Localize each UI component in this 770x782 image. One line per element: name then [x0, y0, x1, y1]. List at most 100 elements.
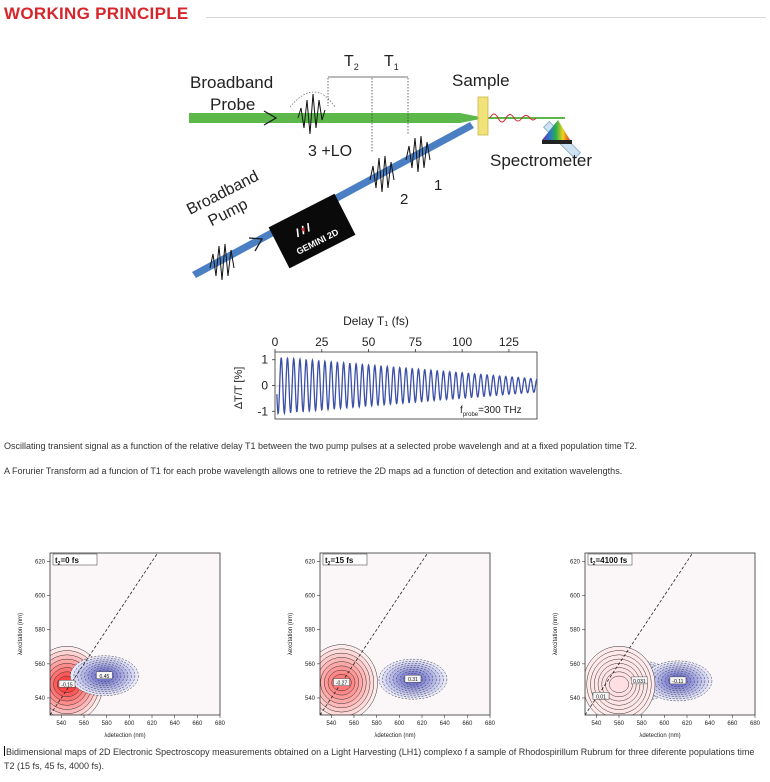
maps-caption: Bidimensional maps of 2D Electronic Spec…	[4, 745, 764, 773]
signal-x-tick: 50	[362, 335, 376, 349]
map-x-tick: 600	[659, 721, 670, 727]
sample-label: Sample	[452, 71, 510, 90]
map-ylabel: λexcitation (nm)	[288, 613, 294, 655]
diagonal-line	[50, 553, 159, 715]
map-ylabel: λexcitation (nm)	[553, 613, 559, 655]
map-x-tick: 540	[56, 721, 67, 727]
map-x-tick: 560	[79, 721, 90, 727]
signal-y-tick: 0	[261, 379, 268, 393]
map-x-tick: 540	[591, 721, 602, 727]
map-xlabel: λdetection (nm)	[374, 733, 415, 739]
map-x-tick: 660	[727, 721, 738, 727]
map-y-tick: 580	[570, 628, 581, 634]
signal-y-tick: -1	[257, 404, 268, 418]
contour-label: -0.11	[672, 679, 683, 685]
map-y-tick: 540	[305, 696, 316, 702]
map-y-tick: 600	[570, 594, 581, 600]
sample-cuvette	[477, 96, 489, 136]
section-title: WORKING PRINCIPLE	[4, 4, 189, 23]
svg-text:T2: T2	[344, 53, 359, 72]
paragraph-2: A Forurier Transform ad a funcion of T1 …	[4, 466, 623, 476]
map-x-tick: 620	[147, 721, 158, 727]
pump-arrow-icon	[248, 237, 264, 252]
signal-wave	[489, 113, 537, 123]
contour-level	[609, 675, 629, 693]
caption-text: Bidimensional maps of 2D Electronic Spec…	[4, 747, 755, 771]
delay-markers	[327, 78, 409, 152]
map-x-tick: 620	[417, 721, 428, 727]
t1-label: T	[384, 53, 394, 70]
map-x-tick: 640	[170, 721, 181, 727]
signal-x-tick: 75	[409, 335, 423, 349]
signal-annotation: fprobe=300 THz	[460, 405, 522, 418]
signal-title: Delay T₁ (fs)	[343, 314, 409, 328]
paragraph-1: Oscillating transient signal as a functi…	[4, 441, 638, 451]
map-x-tick: 600	[394, 721, 405, 727]
map-x-tick: 600	[124, 721, 135, 727]
map-y-tick: 620	[305, 560, 316, 566]
panel-title: t2=0 fs	[55, 556, 79, 567]
map-y-tick: 580	[35, 628, 46, 634]
map-y-tick: 600	[305, 594, 316, 600]
lo-pulse	[289, 91, 336, 135]
map-y-tick: 620	[570, 560, 581, 566]
probe-beam	[189, 113, 565, 123]
contour-label: 0.01	[596, 694, 606, 700]
section-divider	[206, 17, 766, 18]
map-y-tick: 560	[305, 662, 316, 668]
probe-label-2: Probe	[210, 95, 255, 114]
diagonal-line	[320, 553, 429, 715]
pump-pulse-in	[209, 243, 235, 281]
contour-label: 0.031	[633, 679, 646, 685]
map-x-tick: 560	[349, 721, 360, 727]
gemini-device: GEMINI 2D	[268, 193, 356, 269]
pulse-2-label: 2	[400, 191, 408, 208]
probe-arrow-icon	[263, 110, 278, 126]
map-x-tick: 580	[372, 721, 383, 727]
pump-pulse-2	[369, 155, 395, 193]
map-panel-t2-15fs: -0.27 0.31 t2=15 fs 540 560 580 600 620 640 660 68…	[288, 552, 496, 739]
map-xlabel: λdetection (nm)	[639, 733, 680, 739]
t2-label: T	[344, 53, 354, 70]
contour-label: 0.45	[100, 674, 110, 680]
map-y-tick: 580	[305, 628, 316, 634]
pump-pulse-1	[405, 135, 431, 173]
signal-x-tick: 100	[452, 335, 472, 349]
map-ylabel: λexcitation (nm)	[18, 613, 24, 655]
map-x-tick: 540	[326, 721, 337, 727]
map-y-tick: 540	[570, 696, 581, 702]
signal-series-line	[276, 356, 538, 416]
map-panel-t2-0fs: -0.15 0.45 t2=0 fs 540 560 580 600 620 640 660 680…	[18, 552, 226, 739]
signal-chart: Delay T₁ (fs) ΔT/T [%] 0 25 50 75 100 12510-1…	[233, 314, 538, 420]
signal-x-tick: 0	[272, 335, 279, 349]
map-y-tick: 600	[35, 594, 46, 600]
spectrometer-icon	[542, 120, 570, 140]
contour-label: 0.31	[408, 677, 418, 683]
panel-title: t2=15 fs	[325, 556, 354, 567]
map-x-tick: 640	[440, 721, 451, 727]
map-x-tick: 620	[682, 721, 693, 727]
map-y-tick: 540	[35, 696, 46, 702]
map-y-tick: 560	[570, 662, 581, 668]
map-x-tick: 680	[215, 721, 226, 727]
setup-diagram: GEMINI 2D Broadband Probe Broadband Pump…	[184, 53, 592, 281]
diagonal-line	[585, 553, 694, 715]
pulse-1-label: 1	[434, 177, 442, 194]
t1-sub: 1	[394, 62, 399, 72]
map-x-tick: 660	[192, 721, 203, 727]
map-x-tick: 680	[750, 721, 761, 727]
probe-label-1: Broadband	[190, 73, 273, 92]
panel-title: t2=4100 fs	[590, 556, 628, 567]
map-x-tick: 580	[102, 721, 113, 727]
map-x-tick: 680	[485, 721, 496, 727]
signal-ylabel: ΔT/T [%]	[233, 367, 245, 410]
t2-sub: 2	[354, 62, 359, 72]
spectrometer-label: Spectrometer	[490, 151, 592, 170]
map-x-tick: 580	[637, 721, 648, 727]
svg-text:T1: T1	[384, 53, 399, 72]
signal-y-tick: 1	[261, 353, 268, 367]
map-x-tick: 560	[614, 721, 625, 727]
contour-label: -0.27	[336, 681, 348, 687]
map-xlabel: λdetection (nm)	[104, 733, 145, 739]
